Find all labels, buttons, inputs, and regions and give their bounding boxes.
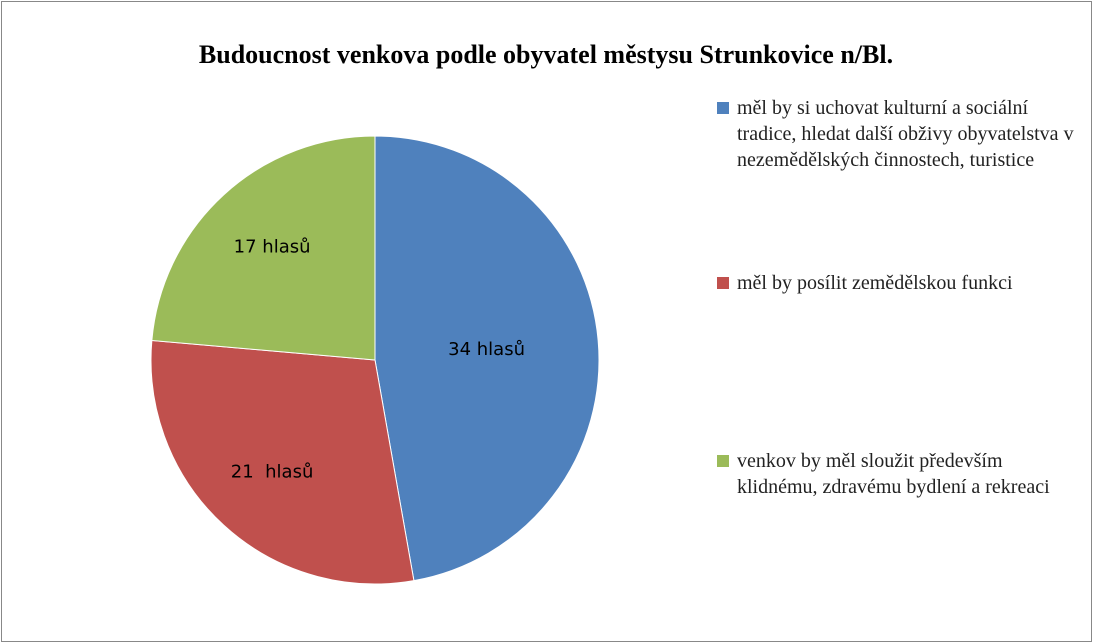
- chart-title: Budoucnost venkova podle obyvatel městys…: [199, 40, 893, 69]
- legend-swatch: [717, 277, 729, 289]
- legend-label: měl by posílit zemědělskou funkci: [737, 272, 1013, 294]
- pie-slice: [150, 339, 415, 585]
- legend-label: měl by si uchovat kulturní a sociální tr…: [737, 97, 1074, 171]
- data-label: 21 hlasů: [231, 461, 314, 482]
- pie-slice: [151, 135, 376, 361]
- data-label: 34 hlasů: [448, 339, 525, 360]
- legend-label: venkov by měl sloužit především klidnému…: [737, 450, 1050, 498]
- legend-swatch: [717, 102, 729, 114]
- legend-entry: měl by si uchovat kulturní a sociální tr…: [717, 95, 1087, 173]
- data-label: 17 hlasů: [234, 237, 311, 258]
- pie-slice: [374, 135, 600, 582]
- legend-swatch: [717, 455, 729, 467]
- legend-entry: měl by posílit zemědělskou funkci: [717, 270, 1087, 296]
- legend-entry: venkov by měl sloužit především klidnému…: [717, 448, 1087, 500]
